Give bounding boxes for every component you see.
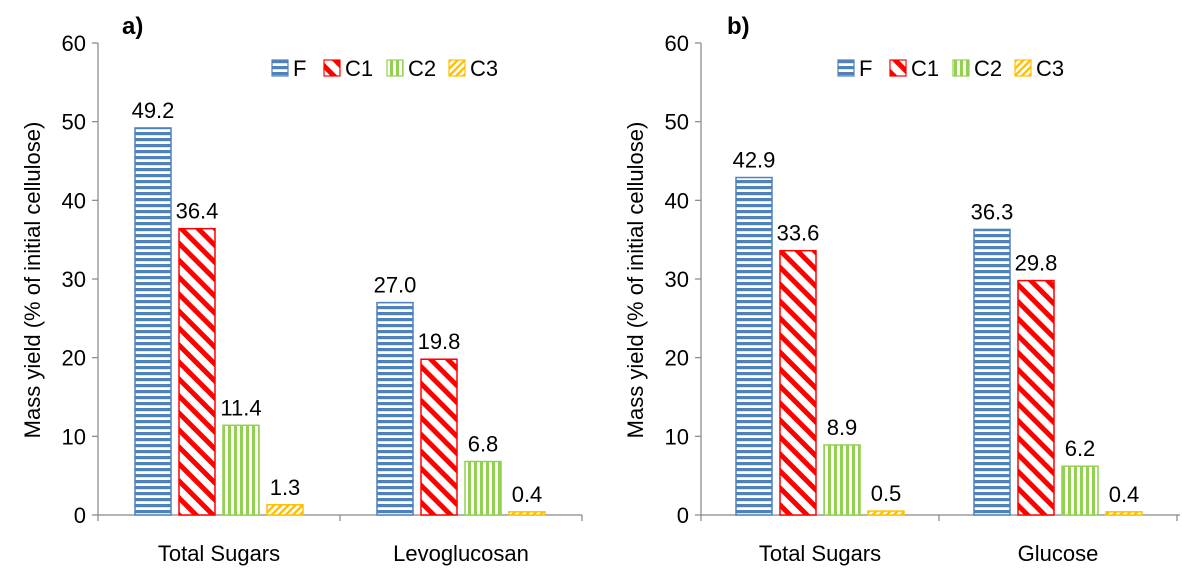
y-tick-label: 40 (62, 188, 86, 213)
legend: F C1 C2 C3 (271, 56, 498, 81)
legend-swatch-c2 (952, 59, 970, 77)
legend-label: C1 (345, 56, 373, 81)
y-tick-label: 20 (62, 346, 86, 371)
data-label: 27.0 (374, 273, 417, 298)
legend-label: C3 (1036, 56, 1064, 81)
bar-c3-2 (1105, 511, 1143, 516)
bar-c3-1 (266, 504, 304, 516)
data-label: 6.8 (468, 432, 499, 457)
data-label: 42.9 (733, 148, 776, 173)
legend-label: F (859, 56, 872, 81)
y-tick-label: 50 (62, 110, 86, 135)
data-label: 33.6 (777, 221, 820, 246)
y-tick-label: 10 (62, 424, 86, 449)
data-label: 6.2 (1065, 436, 1096, 461)
legend-swatch-c1 (323, 59, 341, 77)
data-label: 1.3 (270, 475, 301, 500)
legend-swatch-c3 (448, 59, 466, 77)
legend: F C1 C2 C3 (837, 56, 1064, 81)
data-label: 8.9 (827, 415, 858, 440)
category-label: Total Sugars (759, 541, 881, 566)
bar-c2-2 (464, 460, 502, 516)
data-label: 0.5 (871, 481, 902, 506)
legend-swatch-c3 (1014, 59, 1032, 77)
legend-swatch-f (271, 59, 289, 77)
y-tick-label: 10 (665, 424, 689, 449)
y-axis-label: Mass yield (% of initial cellulose) (20, 122, 45, 439)
bar-c2-1 (222, 424, 260, 516)
bar-c1-2 (1017, 279, 1055, 516)
category-label: Total Sugars (158, 541, 280, 566)
data-label: 49.2 (132, 98, 175, 123)
legend-label: C1 (911, 56, 939, 81)
y-tick-label: 40 (665, 188, 689, 213)
bar-f-2 (973, 228, 1011, 516)
y-tick-label: 0 (74, 503, 86, 528)
data-label: 0.4 (1109, 482, 1140, 507)
bar-c2-1 (823, 444, 861, 516)
bar-f-1 (134, 127, 172, 516)
y-axis-label: Mass yield (% of initial cellulose) (623, 122, 648, 439)
category-label: Levoglucosan (393, 541, 529, 566)
bar-c1-1 (779, 249, 817, 516)
data-label: 36.4 (176, 199, 219, 224)
data-label: 0.4 (512, 482, 543, 507)
data-label: 29.8 (1015, 251, 1058, 276)
bar-c2-2 (1061, 465, 1099, 516)
legend-label: F (293, 56, 306, 81)
bar-c3-2 (508, 511, 546, 516)
legend-label: C2 (408, 56, 436, 81)
panel-label: a) (122, 13, 143, 40)
bar-f-2 (376, 301, 414, 516)
legend-swatch-f (837, 59, 855, 77)
y-tick-label: 30 (62, 267, 86, 292)
bar-c1-2 (420, 358, 458, 516)
panel-label: b) (727, 13, 750, 40)
legend-label: C2 (974, 56, 1002, 81)
y-tick-label: 20 (665, 346, 689, 371)
bar-f-1 (735, 176, 773, 516)
category-label: Glucose (1018, 541, 1099, 566)
legend-label: C3 (470, 56, 498, 81)
y-tick-label: 60 (62, 31, 86, 56)
legend-swatch-c2 (386, 59, 404, 77)
bar-c3-1 (867, 510, 905, 516)
legend-swatch-c1 (889, 59, 907, 77)
data-label: 11.4 (220, 395, 261, 420)
chart-panel-b: b) 0 10 20 30 40 50 60 Mass yield (% of initial … (623, 13, 1180, 566)
y-tick-label: 60 (665, 31, 689, 56)
bar-c1-1 (178, 227, 216, 516)
data-label: 19.8 (418, 329, 461, 354)
y-tick-label: 0 (677, 503, 689, 528)
data-label: 36.3 (971, 199, 1014, 224)
y-tick-label: 30 (665, 267, 689, 292)
y-tick-label: 50 (665, 110, 689, 135)
chart-panel-a: a) 0 10 20 30 40 50 60 Mass yield (% of initial … (20, 13, 583, 566)
